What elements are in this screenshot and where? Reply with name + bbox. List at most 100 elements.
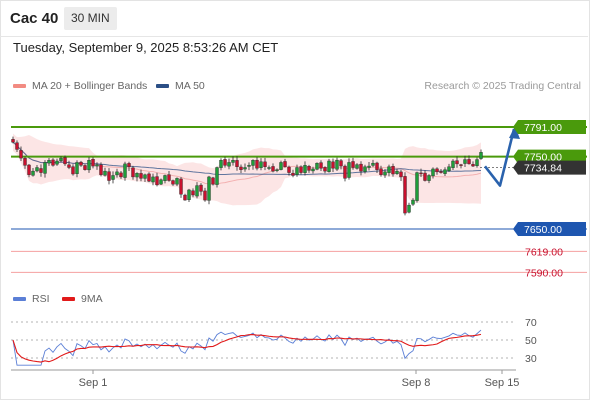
candle-body <box>363 166 367 172</box>
candle-body <box>315 162 319 170</box>
candle-body <box>15 142 19 150</box>
candle-body <box>235 160 239 167</box>
candle-body <box>127 163 131 167</box>
price-label-7619.00: 7619.00 <box>525 246 563 258</box>
candle-body <box>71 166 75 175</box>
rsi-tick-label-70: 70 <box>525 317 537 329</box>
timeframe-button[interactable]: 30 MIN <box>64 7 117 30</box>
candle-body <box>155 176 159 186</box>
candle-body <box>123 163 127 178</box>
candle-body <box>323 167 327 172</box>
candle-body <box>179 178 183 195</box>
candle-body <box>135 173 139 178</box>
candle-body <box>159 179 163 185</box>
legend-rsi: RSI <box>13 293 50 305</box>
price-label-7734.84: 7734.84 <box>524 163 562 175</box>
candle-body <box>111 175 115 180</box>
bollinger-band-area <box>13 133 481 206</box>
candle-body <box>119 172 123 178</box>
candle-body <box>455 160 459 165</box>
candle-body <box>151 176 155 183</box>
candle-body <box>79 161 83 166</box>
bollinger-swatch <box>13 84 26 88</box>
candle-body <box>247 165 251 167</box>
candle-body <box>27 164 31 175</box>
candle-body <box>239 166 243 170</box>
top-bar: Cac 40 30 MIN <box>0 0 588 37</box>
candle-body <box>431 168 435 177</box>
x-tick-label-Sep 1: Sep 1 <box>79 377 108 389</box>
x-tick-label-Sep 15: Sep 15 <box>485 377 520 389</box>
candle-body <box>199 184 203 192</box>
candle-body <box>147 173 151 182</box>
candle-body <box>443 169 447 174</box>
datetime-label: Tuesday, September 9, 2025 8:53:26 AM CE… <box>13 40 279 55</box>
candle-body <box>259 161 263 168</box>
candle-body <box>103 170 107 176</box>
rsi-swatch <box>13 297 26 301</box>
candle-body <box>283 161 287 167</box>
scenario-arrow <box>483 128 516 187</box>
candle-body <box>51 159 55 166</box>
candle-body <box>87 160 91 171</box>
candle-body <box>355 164 359 169</box>
price-tag-7750.00 <box>513 149 586 164</box>
candle-body <box>391 166 395 175</box>
rsi-ma-swatch <box>62 297 75 301</box>
ma20-line <box>12 141 482 185</box>
symbol-title: Cac 40 <box>10 10 59 27</box>
candle-body <box>279 162 283 170</box>
legend-bollinger: MA 20 + Bollinger Bands <box>13 80 147 92</box>
candle-body <box>91 159 95 167</box>
candle-body <box>271 166 275 172</box>
rsi-tick-label-30: 30 <box>525 353 537 365</box>
candle-body <box>31 170 35 176</box>
candle-body <box>55 160 59 165</box>
rsi-ma-line <box>12 333 482 363</box>
candle-body <box>367 165 371 168</box>
candle-body <box>83 165 87 170</box>
candle-body <box>287 166 291 173</box>
candle-body <box>395 170 399 174</box>
candle-body <box>479 152 483 159</box>
candle-body <box>99 164 103 175</box>
candle-body <box>319 162 323 169</box>
candle-body <box>175 178 179 185</box>
candle-body <box>67 164 71 168</box>
candle-body <box>411 199 415 205</box>
candle-body <box>183 194 187 201</box>
candle-body <box>275 169 279 171</box>
rsi-line <box>12 329 482 366</box>
candle-body <box>143 174 147 179</box>
candle-body <box>75 162 79 174</box>
candle-body <box>215 167 219 185</box>
candle-body <box>191 190 195 196</box>
legend-rsi-label: RSI <box>32 293 50 305</box>
candle-body <box>219 160 223 168</box>
copyright-label: Research © 2025 Trading Central <box>424 80 581 92</box>
candle-body <box>243 167 247 170</box>
candle-body <box>187 189 191 200</box>
rsi-tick-label-50: 50 <box>525 335 537 347</box>
candle-body <box>475 159 479 166</box>
candle-body <box>19 150 23 159</box>
candle-body <box>343 165 347 179</box>
price-tag-7650.00 <box>513 222 586 236</box>
candle-body <box>467 159 471 165</box>
price-label-7791.00: 7791.00 <box>524 122 562 134</box>
candle-body <box>171 180 175 185</box>
candle-body <box>419 172 423 175</box>
candle-body <box>63 157 67 165</box>
candle-body <box>251 160 255 166</box>
candle-body <box>439 171 443 173</box>
candle-body <box>23 158 27 166</box>
legend-ma50-label: MA 50 <box>175 80 205 92</box>
ma50-swatch <box>156 84 169 88</box>
candle-body <box>231 160 235 163</box>
candle-body <box>399 171 403 178</box>
price-tag-7734.84 <box>513 160 586 175</box>
candle-body <box>47 160 51 164</box>
candle-body <box>459 164 463 166</box>
candle-body <box>39 168 43 173</box>
